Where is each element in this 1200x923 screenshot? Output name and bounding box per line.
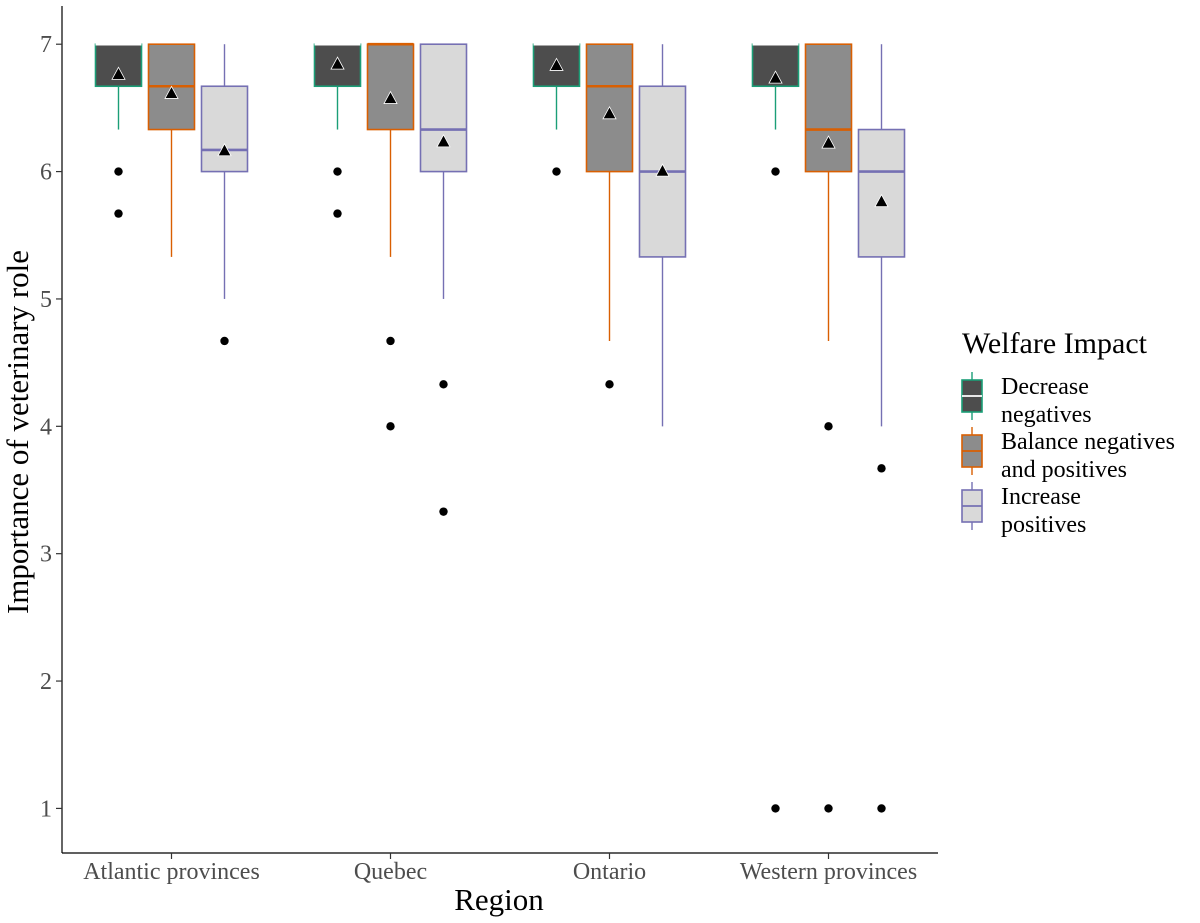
y-tick-label: 4 xyxy=(40,414,52,440)
box-body xyxy=(804,43,853,173)
legend-label-line2: and positives xyxy=(1001,457,1127,483)
box-0-2 xyxy=(532,42,581,176)
x-tick-label: Atlantic provinces xyxy=(83,859,260,885)
box-2-0 xyxy=(200,44,249,346)
x-tick-label: Western provinces xyxy=(740,859,917,885)
box-body xyxy=(200,85,249,173)
box-2-3 xyxy=(857,44,906,813)
outlier-point xyxy=(877,804,886,813)
outlier-point xyxy=(824,804,833,813)
legend-label-line2: positives xyxy=(1001,512,1086,538)
y-tick-label: 1 xyxy=(40,796,52,822)
box-1-2 xyxy=(585,43,634,389)
legend-label-line1: Balance negatives xyxy=(1001,429,1175,455)
outlier-point xyxy=(220,336,229,346)
mean-marker xyxy=(874,193,889,208)
box-1-0 xyxy=(147,43,196,257)
legend-label-line1: Increase xyxy=(1001,484,1081,510)
legend-label-line2: negatives xyxy=(1001,402,1092,428)
box-body xyxy=(94,43,143,88)
y-tick-label: 7 xyxy=(40,32,52,58)
mean-marker xyxy=(821,135,836,149)
outlier-point xyxy=(771,167,780,176)
x-axis-title: Region xyxy=(454,882,544,917)
outlier-point xyxy=(771,804,780,813)
y-tick-label: 5 xyxy=(40,287,52,313)
outlier-point xyxy=(877,464,886,473)
box-0-0 xyxy=(94,42,143,218)
mean-marker xyxy=(436,134,451,148)
outlier-point xyxy=(824,422,833,431)
box-body xyxy=(419,43,468,173)
mean-marker xyxy=(768,70,783,84)
mean-marker xyxy=(217,142,232,157)
y-tick-label: 3 xyxy=(40,542,52,568)
mean-marker xyxy=(655,163,670,177)
box-body xyxy=(366,43,415,131)
mean-marker xyxy=(383,90,398,104)
mean-marker xyxy=(602,105,617,120)
plot-area xyxy=(94,42,906,813)
outlier-point xyxy=(333,167,342,176)
outlier-point xyxy=(552,167,561,176)
outlier-point xyxy=(114,209,123,218)
box-1-1 xyxy=(366,42,415,431)
outlier-point xyxy=(439,507,448,516)
outlier-point xyxy=(605,380,614,389)
box-1-3 xyxy=(804,43,853,813)
mean-marker xyxy=(111,66,126,80)
outlier-point xyxy=(439,380,448,389)
outlier-point xyxy=(386,422,395,431)
mean-marker xyxy=(549,57,564,71)
legend-label-line1: Decrease xyxy=(1001,374,1089,400)
x-tick-label: Quebec xyxy=(354,859,427,885)
box-body xyxy=(857,128,906,258)
box-2-1 xyxy=(419,43,468,516)
y-tick-label: 6 xyxy=(40,160,52,186)
outlier-point xyxy=(333,209,342,218)
y-axis-title: Importance of veterinary role xyxy=(0,250,35,614)
outlier-point xyxy=(386,336,395,346)
legend-title: Welfare Impact xyxy=(962,327,1148,360)
mean-marker xyxy=(164,85,179,99)
box-0-3 xyxy=(751,42,800,813)
legend: Welfare Impact DecreasenegativesBalance … xyxy=(961,327,1175,538)
axes: 1 2 3 4 5 6 7 Atlantic provinces Quebec Ontario We… xyxy=(40,6,938,885)
outlier-point xyxy=(114,167,123,176)
box-0-1 xyxy=(313,42,362,218)
y-tick-label: 2 xyxy=(40,669,52,695)
box-2-2 xyxy=(638,44,687,427)
x-tick-label: Ontario xyxy=(573,859,646,885)
mean-marker xyxy=(330,56,345,70)
